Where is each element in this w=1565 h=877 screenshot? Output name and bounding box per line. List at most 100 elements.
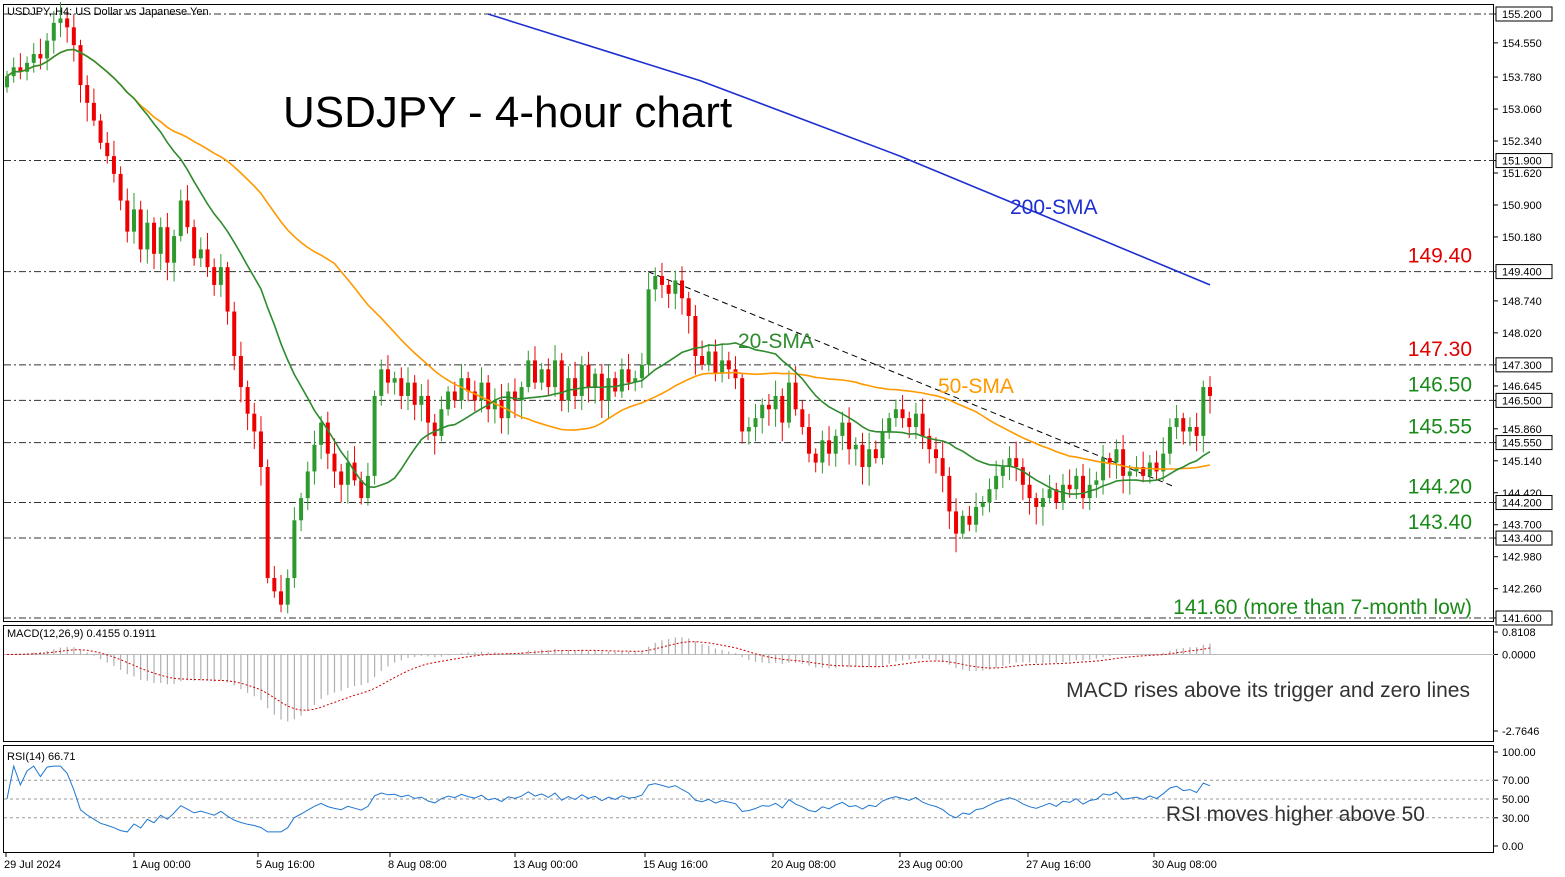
candle-body bbox=[913, 413, 918, 428]
candle-body bbox=[238, 355, 243, 388]
time-tick-label: 1 Aug 00:00 bbox=[132, 859, 191, 871]
candle-body bbox=[1154, 462, 1159, 472]
candle-body bbox=[1127, 471, 1132, 476]
candle-body bbox=[720, 360, 725, 374]
current-price-label: 146.645 bbox=[1502, 381, 1542, 393]
candle-body bbox=[332, 453, 337, 472]
candle-body bbox=[800, 409, 805, 428]
candle-body bbox=[258, 431, 263, 467]
candle-body bbox=[299, 498, 304, 521]
candle-body bbox=[272, 578, 277, 592]
candle-body bbox=[1060, 484, 1065, 503]
candle-body bbox=[78, 45, 83, 86]
candle-body bbox=[205, 249, 210, 268]
price-tick-label: 153.060 bbox=[1502, 104, 1542, 116]
candle-body bbox=[372, 395, 377, 476]
candle-body bbox=[265, 467, 270, 579]
candle-body bbox=[58, 18, 63, 23]
sma50-label: 50-SMA bbox=[938, 375, 1014, 398]
candle-body bbox=[760, 404, 765, 419]
axis-label-box bbox=[1495, 153, 1553, 169]
candle-body bbox=[406, 382, 410, 396]
candle-body bbox=[706, 351, 711, 365]
candle-body bbox=[793, 382, 798, 410]
candle-body bbox=[619, 369, 624, 392]
candle-body bbox=[1107, 458, 1112, 463]
candle-body bbox=[152, 222, 157, 254]
candle-body bbox=[165, 227, 170, 263]
candle-body bbox=[432, 422, 437, 436]
candle-body bbox=[693, 316, 698, 356]
candle-body bbox=[1174, 418, 1179, 428]
candle-body bbox=[339, 471, 344, 485]
price-tick-label: 148.020 bbox=[1502, 328, 1542, 340]
chart-title: USDJPY - 4-hour chart bbox=[283, 88, 732, 137]
candle-body bbox=[359, 480, 364, 499]
macd-signal-line bbox=[6, 641, 1211, 711]
sma200-line bbox=[487, 13, 1211, 286]
time-tick-label: 29 Jul 2024 bbox=[4, 859, 61, 871]
candle-body bbox=[947, 475, 952, 512]
price-tick-label: 141.600 bbox=[1502, 613, 1542, 625]
candle-body bbox=[900, 409, 905, 419]
axis-label-box bbox=[1495, 610, 1553, 626]
candle-body bbox=[412, 382, 417, 405]
candle-body bbox=[713, 351, 718, 374]
candle-body bbox=[1181, 418, 1186, 432]
candle-body bbox=[18, 67, 23, 72]
candle-body bbox=[178, 200, 183, 237]
candle-body bbox=[740, 378, 745, 432]
candle-body bbox=[593, 373, 598, 388]
price-tick-label: 144.200 bbox=[1502, 498, 1542, 510]
candle-body bbox=[292, 520, 297, 579]
candle-body bbox=[125, 200, 130, 232]
candle-body bbox=[1208, 387, 1212, 396]
candle-body bbox=[399, 378, 404, 396]
candle-body bbox=[385, 369, 390, 383]
candle-body bbox=[546, 369, 551, 388]
candle-body bbox=[1094, 480, 1099, 485]
candle-body bbox=[131, 209, 136, 232]
candle-body bbox=[91, 102, 96, 121]
time-tick-label: 13 Aug 00:00 bbox=[513, 859, 578, 871]
time-tick-label: 5 Aug 16:00 bbox=[256, 859, 315, 871]
candle-body bbox=[933, 449, 938, 459]
candle-body bbox=[1067, 484, 1072, 490]
symbol-info: USDJPY, H4: US Dollar vs Japanese Yen bbox=[7, 6, 209, 18]
time-tick-label: 20 Aug 08:00 bbox=[771, 859, 836, 871]
candle-body bbox=[1014, 458, 1019, 467]
price-tick-label: 147.300 bbox=[1502, 360, 1542, 372]
price-tick-label: 145.860 bbox=[1502, 424, 1542, 436]
candle-body bbox=[559, 360, 564, 401]
axis-label-box bbox=[1495, 392, 1553, 408]
candle-body bbox=[633, 378, 638, 383]
rsi-tick-label: 100.00 bbox=[1502, 747, 1536, 759]
candle-body bbox=[31, 53, 36, 63]
candle-body bbox=[673, 280, 678, 294]
candle-body bbox=[71, 27, 76, 46]
candle-body bbox=[5, 76, 9, 88]
time-tick-label: 15 Aug 16:00 bbox=[643, 859, 708, 871]
candle-body bbox=[659, 276, 664, 285]
candle-body bbox=[893, 409, 898, 419]
candle-body bbox=[860, 444, 865, 467]
candle-body bbox=[379, 369, 384, 396]
level-label: 149.40 bbox=[1408, 245, 1472, 268]
candle-body bbox=[1047, 489, 1052, 499]
candle-body bbox=[519, 387, 524, 401]
axis-label-box bbox=[1495, 530, 1553, 546]
candle-body bbox=[499, 400, 504, 419]
candle-body bbox=[198, 249, 203, 259]
candle-body bbox=[967, 515, 972, 525]
candle-body bbox=[880, 431, 885, 459]
candle-body bbox=[974, 506, 979, 525]
candle-body bbox=[847, 422, 852, 450]
candle-body bbox=[646, 289, 651, 365]
sma200-label: 200-SMA bbox=[1010, 196, 1098, 219]
candle-body bbox=[626, 369, 631, 383]
candle-body bbox=[840, 422, 845, 436]
sma50-line bbox=[6, 48, 1211, 470]
candle-body bbox=[512, 391, 517, 401]
candle-body bbox=[138, 209, 143, 250]
